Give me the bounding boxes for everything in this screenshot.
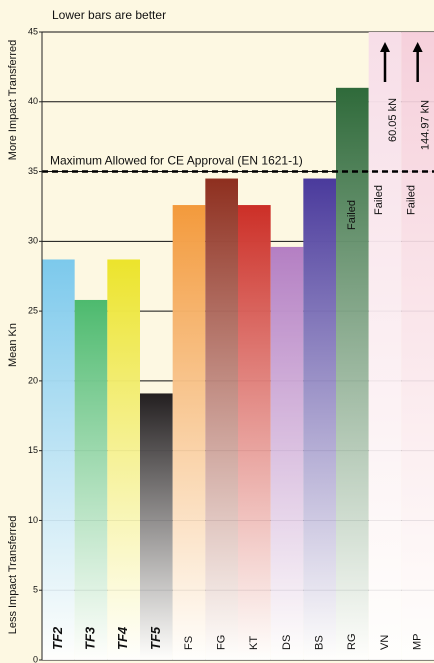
x-tick-label: VN	[379, 635, 391, 650]
y-tick-label: 45	[28, 26, 38, 36]
y-tick-label: 0	[33, 654, 38, 663]
failed-label: Failed	[373, 185, 385, 215]
failed-label: Failed	[406, 185, 418, 215]
chart-title: Lower bars are better	[52, 8, 166, 22]
y-label-top: More Impact Transferred	[7, 40, 19, 160]
bar	[401, 32, 434, 660]
y-tick-label: 5	[33, 585, 38, 595]
bar	[270, 246, 304, 660]
y-tick-label: 10	[28, 515, 38, 525]
bar	[42, 259, 75, 660]
y-tick-label: 20	[28, 375, 38, 385]
y-tick-label: 30	[28, 236, 38, 246]
x-tick-label: TF3	[82, 626, 97, 650]
bar	[303, 178, 336, 660]
x-tick-label: DS	[281, 635, 293, 650]
x-tick-label: MP	[412, 634, 424, 651]
x-tick-label: KT	[248, 636, 260, 650]
value-label: 60.05 kN	[387, 98, 399, 142]
x-tick-label: BS	[314, 635, 326, 650]
bar	[172, 205, 206, 660]
value-label: 144.97 kN	[420, 100, 432, 150]
bar	[368, 32, 402, 660]
bar	[107, 259, 140, 660]
failed-label: Failed	[346, 200, 358, 230]
y-tick-label: 15	[28, 445, 38, 455]
y-label: Mean Kn	[7, 323, 19, 367]
x-tick-label: TF5	[148, 626, 163, 650]
bar	[205, 178, 238, 660]
y-tick-label: 25	[28, 305, 38, 315]
threshold-label: Maximum Allowed for CE Approval (EN 1621…	[50, 154, 303, 168]
bar	[336, 87, 369, 660]
x-tick-label: TF4	[115, 626, 130, 650]
overflow-arrow-head	[412, 42, 423, 52]
x-tick-label: FG	[216, 635, 228, 650]
overflow-arrow-head	[380, 42, 390, 52]
bar	[238, 205, 271, 660]
y-label-bottom: Less Impact Transferred	[7, 516, 19, 635]
x-tick-label: TF2	[50, 626, 65, 650]
bar	[74, 299, 108, 660]
y-tick-label: 35	[28, 166, 38, 176]
x-tick-label: RG	[346, 634, 358, 651]
x-tick-label: FS	[183, 636, 195, 650]
bar	[140, 393, 173, 660]
y-tick-label: 40	[28, 96, 38, 106]
